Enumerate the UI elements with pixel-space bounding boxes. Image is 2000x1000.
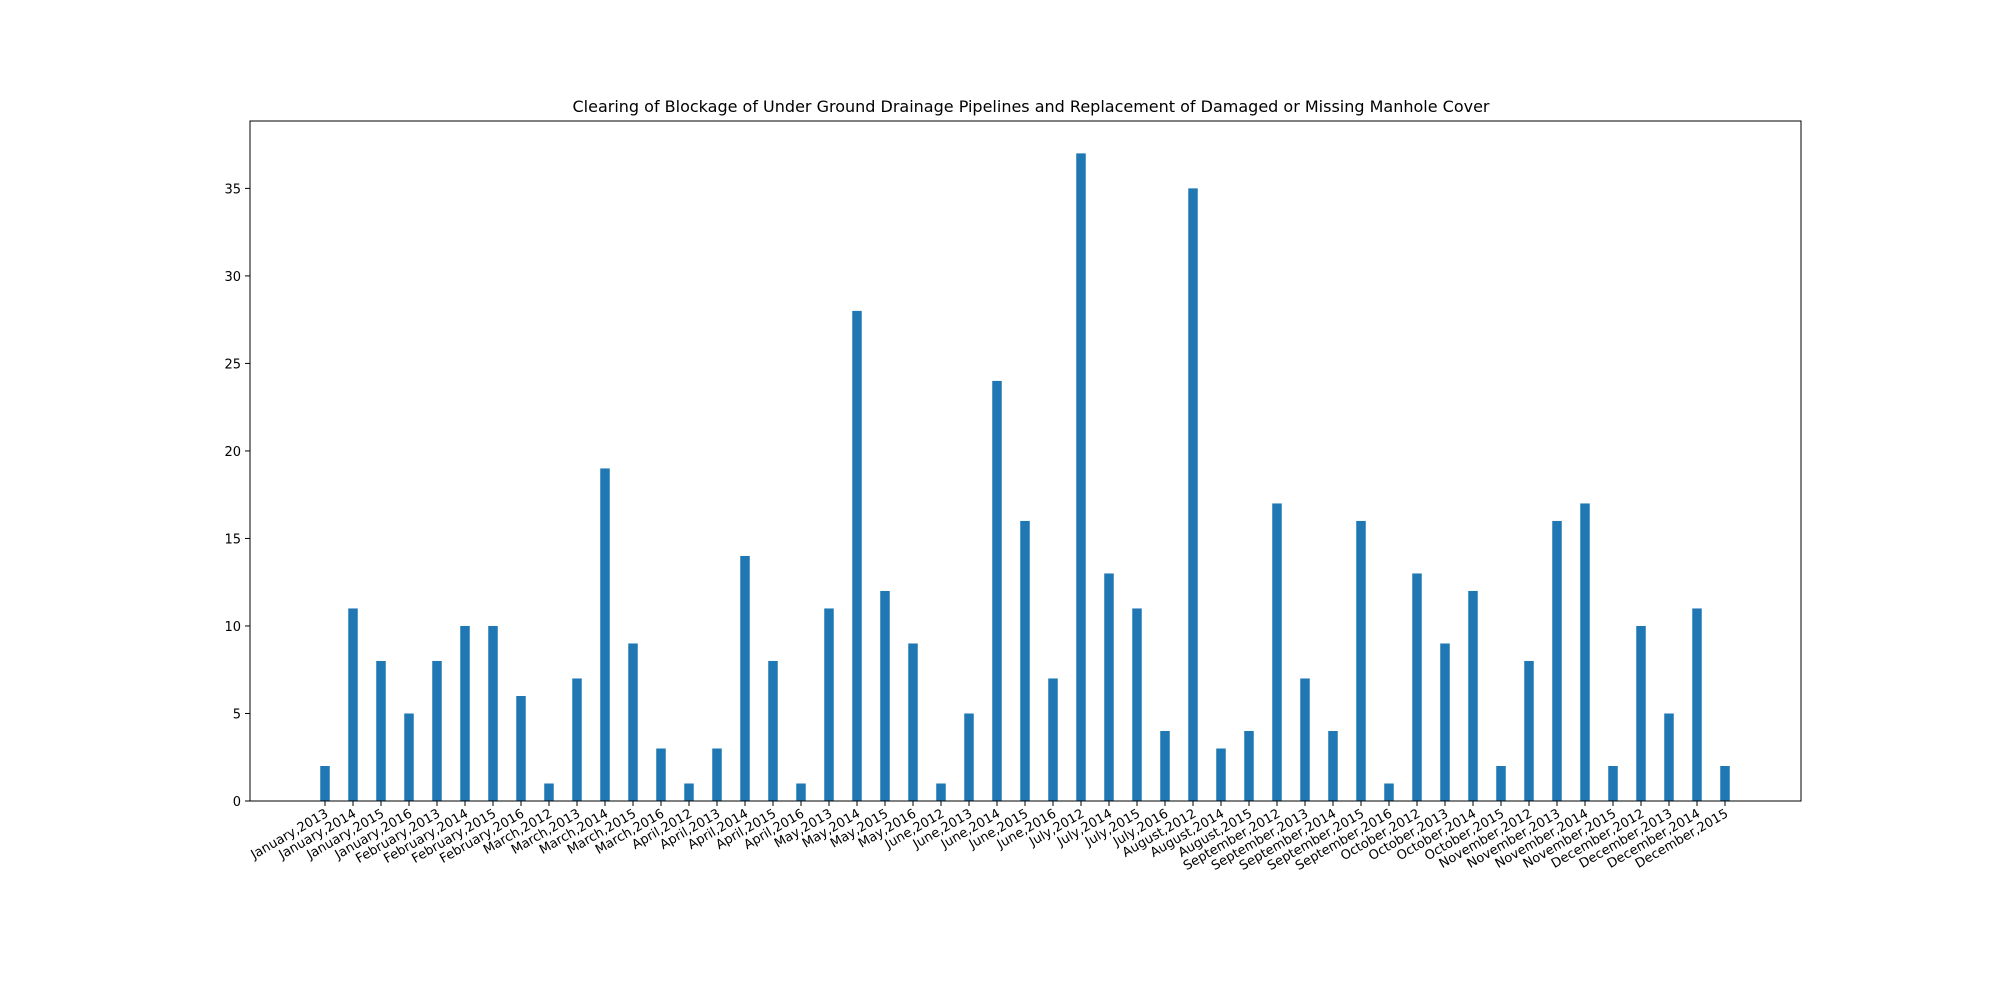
bar-36 <box>1328 730 1338 801</box>
bar-27 <box>1076 153 1086 801</box>
bar-9 <box>572 678 582 801</box>
bar-41 <box>1468 590 1478 801</box>
bar-0 <box>320 765 330 801</box>
bar-50 <box>1720 765 1730 801</box>
bar-6 <box>488 625 498 801</box>
bar-23 <box>964 713 974 801</box>
bar-15 <box>740 555 750 801</box>
bar-38 <box>1384 783 1394 801</box>
plot-frame <box>249 120 1802 802</box>
bar-16 <box>768 660 778 801</box>
bars-layer <box>320 153 1730 801</box>
bar-18 <box>824 608 834 801</box>
bar-46 <box>1608 765 1618 801</box>
bar-10 <box>600 468 610 801</box>
y-tick-label: 25 <box>224 357 241 372</box>
bar-7 <box>516 695 526 801</box>
bar-48 <box>1664 713 1674 801</box>
bar-12 <box>656 748 666 801</box>
bar-34 <box>1272 503 1282 801</box>
bar-35 <box>1300 678 1310 801</box>
bar-30 <box>1160 730 1170 801</box>
bar-47 <box>1636 625 1646 801</box>
bar-5 <box>460 625 470 801</box>
bar-33 <box>1244 730 1254 801</box>
bar-21 <box>908 643 918 801</box>
bar-28 <box>1104 573 1114 801</box>
y-tick-label: 20 <box>224 445 241 460</box>
bar-26 <box>1048 678 1058 801</box>
bar-39 <box>1412 573 1422 801</box>
bar-3 <box>404 713 414 801</box>
bar-8 <box>544 783 554 801</box>
y-tick-label: 15 <box>224 532 241 547</box>
bar-31 <box>1188 188 1198 801</box>
bar-14 <box>712 748 722 801</box>
bar-11 <box>628 643 638 801</box>
bar-49 <box>1692 608 1702 801</box>
y-tick-label: 0 <box>233 795 241 810</box>
bar-17 <box>796 783 806 801</box>
bar-4 <box>432 660 442 801</box>
bar-24 <box>992 380 1002 801</box>
bar-44 <box>1552 520 1562 801</box>
bar-37 <box>1356 520 1366 801</box>
bar-29 <box>1132 608 1142 801</box>
bar-45 <box>1580 503 1590 801</box>
bar-25 <box>1020 520 1030 801</box>
bar-42 <box>1496 765 1506 801</box>
chart-title: Clearing of Blockage of Under Ground Dra… <box>572 97 1489 116</box>
bar-32 <box>1216 748 1226 801</box>
y-tick-label: 10 <box>224 620 241 635</box>
x-axis: January,2013January,2014January,2015Janu… <box>248 801 1731 874</box>
bar-20 <box>880 590 890 801</box>
bar-22 <box>936 783 946 801</box>
bar-43 <box>1524 660 1534 801</box>
y-tick-label: 30 <box>224 270 241 285</box>
bar-1 <box>348 608 358 801</box>
y-tick-label: 35 <box>224 182 241 197</box>
bar-19 <box>852 310 862 801</box>
y-axis: 0 5 10 15 20 25 30 35 <box>224 182 250 810</box>
bar-13 <box>684 783 694 801</box>
bar-2 <box>376 660 386 801</box>
y-tick-label: 5 <box>233 707 241 722</box>
bar-40 <box>1440 643 1450 801</box>
